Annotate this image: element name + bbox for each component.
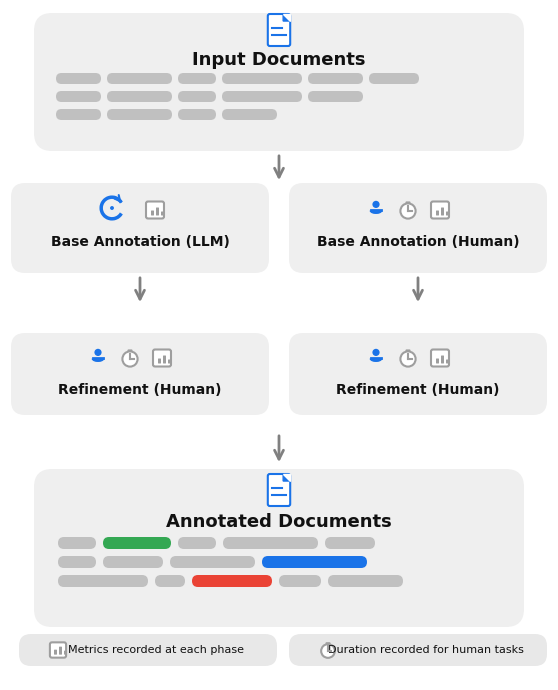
FancyBboxPatch shape	[161, 212, 164, 215]
FancyBboxPatch shape	[127, 349, 132, 352]
FancyBboxPatch shape	[56, 73, 101, 84]
FancyBboxPatch shape	[151, 210, 154, 215]
FancyBboxPatch shape	[192, 575, 272, 587]
FancyBboxPatch shape	[58, 575, 148, 587]
FancyBboxPatch shape	[153, 350, 171, 366]
FancyBboxPatch shape	[11, 183, 269, 273]
FancyBboxPatch shape	[431, 350, 449, 366]
FancyBboxPatch shape	[222, 109, 277, 120]
FancyBboxPatch shape	[289, 183, 547, 273]
FancyBboxPatch shape	[146, 201, 164, 219]
FancyBboxPatch shape	[268, 474, 290, 506]
Circle shape	[401, 204, 416, 219]
FancyBboxPatch shape	[54, 650, 57, 655]
FancyBboxPatch shape	[289, 333, 547, 415]
FancyBboxPatch shape	[155, 575, 185, 587]
FancyBboxPatch shape	[268, 14, 290, 46]
FancyBboxPatch shape	[308, 91, 363, 102]
FancyBboxPatch shape	[156, 208, 159, 215]
FancyBboxPatch shape	[369, 73, 419, 84]
FancyBboxPatch shape	[441, 355, 444, 364]
FancyBboxPatch shape	[103, 537, 171, 549]
FancyBboxPatch shape	[34, 13, 524, 151]
FancyBboxPatch shape	[308, 73, 363, 84]
FancyBboxPatch shape	[103, 556, 163, 568]
Text: Refinement (Human): Refinement (Human)	[336, 383, 500, 397]
FancyBboxPatch shape	[34, 469, 524, 627]
Text: Input Documents: Input Documents	[193, 51, 365, 69]
Text: Base Annotation (LLM): Base Annotation (LLM)	[51, 235, 229, 249]
Polygon shape	[283, 14, 290, 21]
Circle shape	[372, 201, 379, 208]
FancyBboxPatch shape	[325, 537, 375, 549]
FancyBboxPatch shape	[328, 575, 403, 587]
FancyBboxPatch shape	[325, 642, 330, 644]
Circle shape	[110, 206, 114, 210]
FancyBboxPatch shape	[107, 109, 172, 120]
Text: Metrics recorded at each phase: Metrics recorded at each phase	[68, 645, 244, 655]
FancyBboxPatch shape	[406, 201, 411, 204]
Circle shape	[122, 351, 138, 366]
FancyBboxPatch shape	[262, 556, 367, 568]
Circle shape	[321, 644, 335, 658]
FancyBboxPatch shape	[441, 208, 444, 215]
FancyBboxPatch shape	[279, 575, 321, 587]
FancyBboxPatch shape	[170, 556, 255, 568]
FancyBboxPatch shape	[436, 210, 439, 215]
FancyBboxPatch shape	[58, 556, 96, 568]
FancyBboxPatch shape	[178, 537, 216, 549]
Text: Duration recorded for human tasks: Duration recorded for human tasks	[328, 645, 524, 655]
FancyBboxPatch shape	[107, 91, 172, 102]
Polygon shape	[283, 474, 290, 481]
FancyBboxPatch shape	[58, 537, 96, 549]
FancyBboxPatch shape	[19, 634, 277, 666]
Polygon shape	[283, 474, 290, 481]
FancyBboxPatch shape	[178, 109, 216, 120]
FancyBboxPatch shape	[178, 91, 216, 102]
FancyBboxPatch shape	[64, 651, 67, 655]
Text: Refinement (Human): Refinement (Human)	[58, 383, 222, 397]
FancyBboxPatch shape	[59, 647, 62, 655]
FancyBboxPatch shape	[446, 359, 449, 364]
Text: Annotated Documents: Annotated Documents	[166, 513, 392, 531]
FancyBboxPatch shape	[56, 109, 101, 120]
Circle shape	[401, 351, 416, 366]
FancyBboxPatch shape	[178, 73, 216, 84]
FancyBboxPatch shape	[406, 349, 411, 352]
FancyBboxPatch shape	[107, 73, 172, 84]
FancyBboxPatch shape	[11, 333, 269, 415]
FancyBboxPatch shape	[222, 91, 302, 102]
FancyBboxPatch shape	[289, 634, 547, 666]
FancyBboxPatch shape	[168, 359, 171, 364]
FancyBboxPatch shape	[163, 355, 166, 364]
Circle shape	[372, 349, 379, 356]
Text: Base Annotation (Human): Base Annotation (Human)	[317, 235, 519, 249]
FancyBboxPatch shape	[158, 359, 161, 364]
FancyBboxPatch shape	[223, 537, 318, 549]
FancyBboxPatch shape	[446, 212, 449, 215]
FancyBboxPatch shape	[50, 642, 66, 658]
FancyBboxPatch shape	[431, 201, 449, 219]
FancyBboxPatch shape	[222, 73, 302, 84]
FancyBboxPatch shape	[436, 359, 439, 364]
FancyBboxPatch shape	[56, 91, 101, 102]
Circle shape	[94, 349, 102, 356]
Polygon shape	[283, 14, 290, 21]
